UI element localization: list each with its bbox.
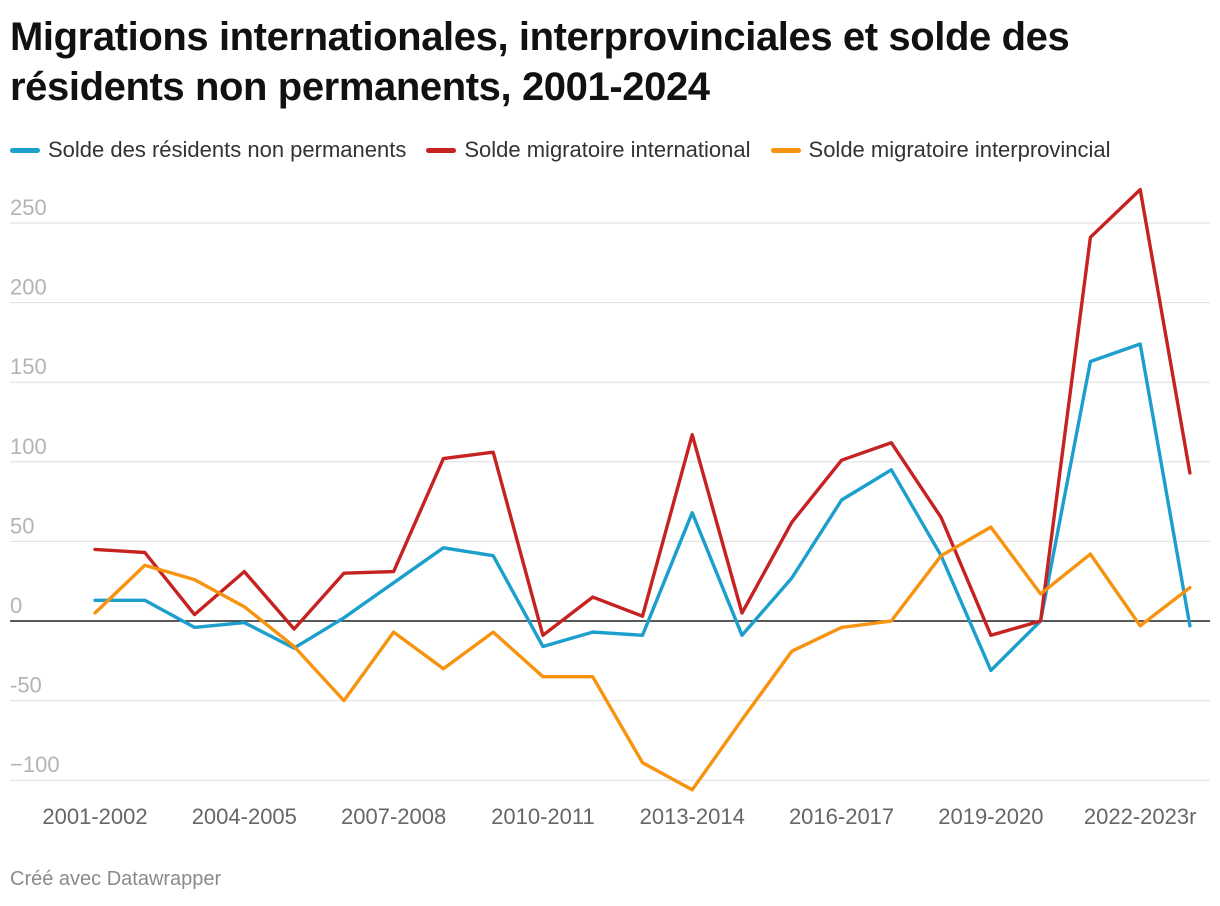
y-tick-label: 150 [10,354,47,379]
x-tick-label: 2019-2020 [938,804,1043,829]
y-tick-label: 50 [10,513,34,538]
x-tick-label: 2010-2011 [491,804,595,829]
legend-item-interprovincial: Solde migratoire interprovincial [770,137,1111,163]
y-tick-label: 200 [10,275,47,300]
chart-title: Migrations internationales, interprovinc… [10,15,1070,109]
legend-item-residents: Solde des résidents non permanents [10,137,406,163]
y-tick-label: -50 [10,673,42,698]
legend-item-international: Solde migratoire international [426,137,751,163]
y-tick-label: −100 [10,752,60,777]
legend-label: Solde migratoire international [464,137,751,162]
legend-label: Solde migratoire interprovincial [808,137,1111,162]
legend-label: Solde des résidents non permanents [48,137,407,162]
x-tick-label: 2013-2014 [640,804,745,829]
chart-legend: Solde des résidents non permanents Solde… [10,134,1131,166]
x-tick-label: 2001-2002 [42,804,147,829]
y-tick-label: 0 [10,593,22,618]
y-tick-label: 250 [10,195,47,220]
x-tick-label: 2022-2023r [1084,804,1197,829]
legend-swatch [426,147,457,153]
series-line-1 [93,187,1192,637]
series-line-2 [93,525,1192,792]
legend-swatch [770,147,801,153]
series-line-0 [93,342,1192,673]
y-tick-label: 100 [10,434,47,459]
line-chart: −100 -50 0 50 100 150 200 250 2001-2002 2004-2005… [10,187,1210,829]
x-tick-label: 2007-2008 [341,804,446,829]
footer-credit: Créé avec Datawrapper [10,868,222,890]
x-tick-label: 2016-2017 [789,804,894,829]
x-tick-label: 2004-2005 [192,804,297,829]
legend-swatch [10,147,40,153]
